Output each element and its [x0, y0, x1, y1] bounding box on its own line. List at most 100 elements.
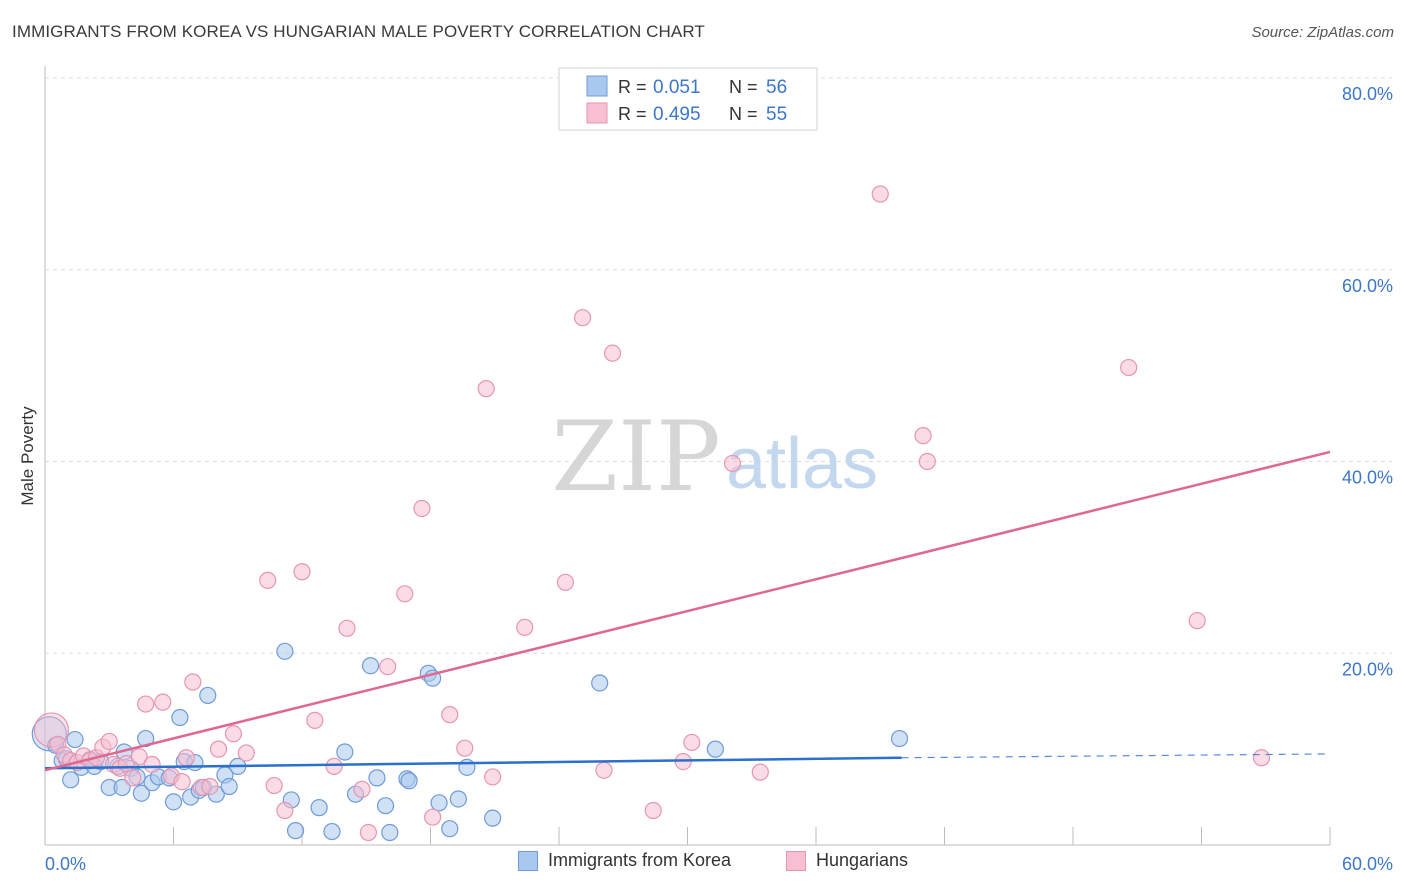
source-label: Source: ZipAtlas.com: [1251, 24, 1394, 41]
hungarian-point: [1120, 358, 1138, 377]
hungarian-point: [396, 585, 414, 603]
legend-bottom: Immigrants from Korea Hungarians: [0, 850, 1406, 878]
y-tick-label: 80.0%: [1342, 84, 1393, 104]
legend-label-hungarians: Hungarians: [816, 850, 909, 870]
korea-trend-extension: [901, 753, 1331, 759]
hungarian-point: [413, 499, 431, 518]
watermark: ZIP atlas: [551, 401, 878, 513]
chart-title: IMMIGRANTS FROM KOREA VS HUNGARIAN MALE …: [12, 22, 705, 41]
korea-point: [706, 740, 724, 758]
hungarian-trend-line: [44, 450, 1331, 772]
hungarian-point: [918, 452, 936, 471]
hungarian-point: [723, 454, 742, 473]
hungarian-point: [751, 763, 769, 781]
grid-lines: [45, 77, 1392, 654]
y-tick-label: 20.0%: [1342, 659, 1393, 679]
hungarian-point: [143, 755, 161, 774]
hungarian-point: [124, 769, 142, 787]
korea-point: [113, 778, 131, 797]
hungarian-point: [353, 780, 371, 798]
hungarian-point: [100, 732, 118, 751]
hungarian-point: [683, 733, 701, 752]
hungarian-point: [338, 619, 356, 637]
legend-r-value: 0.051: [653, 77, 701, 98]
hungarian-point: [441, 706, 459, 724]
hungarian-point: [276, 801, 294, 820]
hungarian-point: [424, 808, 442, 826]
korea-point: [171, 708, 189, 727]
hungarian-point: [477, 380, 495, 398]
hungarian-point: [224, 725, 243, 743]
korea-point: [458, 758, 476, 776]
korea-point: [310, 799, 328, 817]
hungarian-point: [325, 757, 343, 775]
y-tick-label: 40.0%: [1342, 468, 1393, 488]
hungarian-point: [184, 673, 202, 691]
hungarian-point: [644, 801, 662, 820]
korea-point: [430, 794, 448, 812]
hungarian-point: [1188, 612, 1206, 630]
korea-point: [62, 771, 80, 789]
x-tick-label-max: 60.0%: [1342, 854, 1393, 874]
hungarian-point: [516, 618, 534, 636]
watermark-atlas: atlas: [726, 424, 878, 504]
korea-point: [376, 797, 395, 815]
korea-point: [361, 657, 380, 675]
korea-point: [890, 729, 909, 748]
hungarian-point: [259, 571, 277, 589]
hungarian-point: [237, 744, 255, 762]
legend-r-label: R =: [618, 77, 647, 97]
legend-item-korea[interactable]: Immigrants from Korea: [518, 850, 731, 871]
legend-top: R = 0.051 N = 56 R = 0.495 N = 55: [558, 67, 818, 131]
hungarian-point: [379, 658, 397, 676]
korea-point: [381, 823, 399, 842]
legend-n-value: 55: [766, 104, 787, 125]
legend-swatch-korea: [518, 850, 538, 871]
korea-point: [199, 686, 217, 705]
korea-point: [164, 793, 183, 811]
korea-point: [66, 730, 84, 749]
korea-point: [276, 642, 294, 660]
legend-swatch-korea: [586, 75, 608, 97]
hungarian-point: [456, 739, 474, 757]
hungarian-point: [359, 823, 377, 842]
korea-point: [441, 820, 459, 838]
trend-lines: [44, 450, 1331, 772]
legend-n-label: N =: [729, 104, 758, 124]
hungarian-point: [154, 693, 172, 711]
legend-swatch-hungarians: [586, 102, 608, 124]
watermark-zip: ZIP: [551, 401, 720, 513]
hungarian-point: [306, 711, 324, 729]
hungarian-point: [293, 563, 311, 581]
korea-point: [484, 809, 502, 827]
hungarian-point: [556, 573, 575, 591]
hungarian-point: [137, 695, 155, 713]
legend-swatch-hungarians: [786, 850, 806, 871]
hungarian-point: [265, 776, 283, 795]
hungarian-point: [573, 309, 592, 327]
hungarian-point: [177, 749, 195, 767]
legend-n-label: N =: [729, 77, 758, 97]
korea-trend-line: [44, 756, 902, 770]
korea-point: [591, 674, 609, 692]
korea-point: [220, 777, 238, 796]
axes: [44, 66, 1331, 846]
korea-point: [368, 769, 386, 787]
hungarian-point: [871, 185, 889, 203]
hungarian-point: [1252, 749, 1271, 767]
korea-point: [323, 822, 341, 841]
korea-point: [400, 772, 418, 790]
hungarian-point: [595, 761, 613, 779]
legend-item-hungarians[interactable]: Hungarians: [786, 850, 908, 871]
legend-n-value: 56: [766, 77, 787, 98]
legend-r-label: R =: [618, 104, 647, 124]
hungarian-point: [914, 427, 932, 445]
hungarian-point: [209, 740, 228, 758]
x-tick-label-min: 0.0%: [45, 854, 86, 874]
hungarian-point: [603, 344, 622, 362]
tick-labels: 20.0% 40.0% 60.0% 80.0% 0.0% 60.0%: [45, 84, 1393, 874]
hungarian-point: [173, 773, 191, 791]
korea-point: [449, 790, 467, 808]
y-tick-label: 60.0%: [1342, 276, 1393, 296]
